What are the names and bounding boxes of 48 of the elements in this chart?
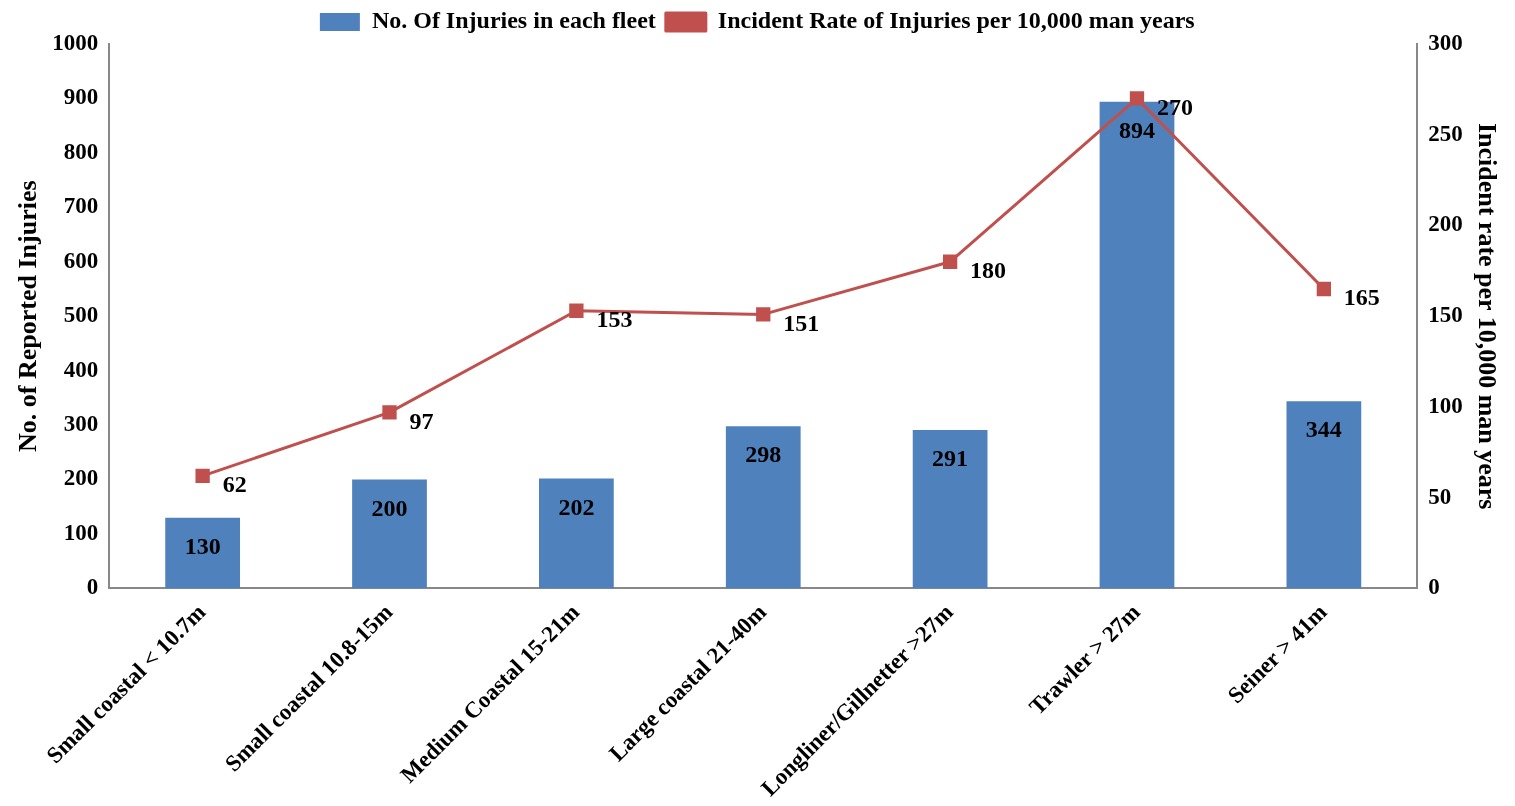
point <box>1129 91 1145 106</box>
y2-axis-title: Incident rate per 10,000 man years <box>1472 122 1502 510</box>
point <box>1316 281 1332 297</box>
y-tick-label: 700 <box>63 193 99 219</box>
y-tick-label: 200 <box>63 465 99 491</box>
bar <box>912 429 988 589</box>
point <box>195 468 210 484</box>
point <box>942 254 958 269</box>
y-axis-title: No. of Reported Injuries <box>13 180 43 452</box>
y2-tick-label: 300 <box>1428 29 1463 55</box>
data-label: 291 <box>932 445 969 472</box>
bar <box>539 478 614 589</box>
data-label: 62 <box>222 471 247 498</box>
y-tick-label: 900 <box>63 84 99 110</box>
point <box>756 307 771 322</box>
legend-label: Incident Rate of Injuries per 10,000 man years <box>717 7 1195 34</box>
point <box>569 303 584 318</box>
data-label: 200 <box>371 494 408 521</box>
y-tick-label: 300 <box>63 411 99 437</box>
data-label: 180 <box>970 256 1007 283</box>
y2-tick-label: 100 <box>1428 392 1463 418</box>
bar <box>725 426 801 589</box>
y-tick-label: 100 <box>63 519 99 545</box>
y2-tick-label: 200 <box>1428 211 1463 237</box>
data-label: 151 <box>783 309 820 336</box>
legend-label: No. Of Injuries in each fleet <box>371 7 656 34</box>
data-label: 344 <box>1305 416 1342 443</box>
data-label: 298 <box>745 441 782 468</box>
y-tick-label: 0 <box>86 574 99 600</box>
y-tick-label: 800 <box>63 138 99 164</box>
bar <box>352 479 427 589</box>
data-label: 165 <box>1343 284 1380 311</box>
data-label: 153 <box>596 305 633 332</box>
y2-tick-label: 150 <box>1428 302 1463 328</box>
y-tick-label: 1000 <box>52 29 99 55</box>
data-label: 97 <box>409 407 434 434</box>
y-tick-label: 600 <box>63 247 99 273</box>
point <box>382 405 397 420</box>
bar <box>1286 401 1362 589</box>
data-label: 202 <box>558 493 595 520</box>
y2-tick-label: 50 <box>1428 483 1452 509</box>
bar <box>165 517 241 589</box>
data-label: 894 <box>1118 116 1155 143</box>
y-tick-label: 400 <box>63 356 99 382</box>
y2-tick-label: 250 <box>1428 120 1463 146</box>
data-label: 130 <box>184 532 221 559</box>
y2-tick-label: 0 <box>1428 574 1440 600</box>
y-tick-label: 500 <box>63 302 99 328</box>
